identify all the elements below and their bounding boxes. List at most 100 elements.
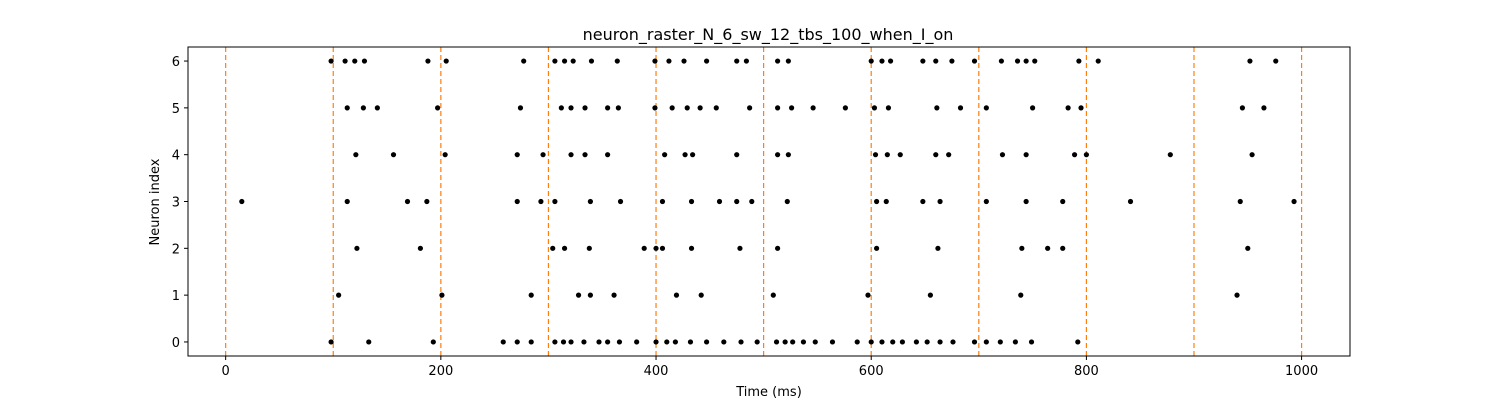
spike-n0-11 — [605, 339, 611, 345]
spike-n6-31 — [1076, 58, 1082, 64]
spike-n5-14 — [713, 105, 719, 111]
x-tick-label: 800 — [1074, 364, 1099, 379]
spike-n3-15 — [873, 198, 880, 205]
spike-n0-21 — [754, 339, 760, 345]
spike-n0-19 — [721, 339, 727, 345]
spike-n0-30 — [879, 339, 885, 345]
spike-n4-2 — [442, 152, 448, 158]
spike-n2-8 — [688, 245, 695, 251]
spike-n6-13 — [666, 58, 672, 64]
spike-n4-5 — [568, 152, 574, 158]
spike-n6-6 — [521, 58, 527, 64]
spike-n4-18 — [946, 152, 952, 158]
spike-n1-1 — [439, 292, 445, 298]
spike-n3-4 — [514, 198, 520, 205]
spike-n4-4 — [540, 152, 546, 158]
spike-n5-10 — [652, 105, 658, 111]
spike-n0-29 — [868, 339, 874, 345]
plot-area — [225, 47, 1303, 356]
spike-n0-16 — [672, 339, 678, 345]
spike-n5-0 — [344, 105, 350, 111]
spike-n2-9 — [737, 245, 743, 251]
spike-n0-0 — [328, 339, 334, 345]
spike-n2-12 — [935, 245, 941, 251]
spike-n5-3 — [435, 105, 441, 111]
spike-n0-6 — [552, 339, 558, 345]
spike-n0-13 — [634, 339, 640, 345]
spike-n4-16 — [897, 152, 903, 158]
spike-n4-3 — [514, 152, 520, 158]
spike-n2-3 — [561, 245, 568, 251]
x-tick-label: 0 — [222, 364, 230, 379]
x-tick-label: 600 — [859, 364, 884, 379]
spike-n3-2 — [404, 198, 411, 205]
spike-n4-15 — [884, 152, 890, 158]
spike-n4-14 — [872, 152, 879, 158]
spike-n5-26 — [1065, 105, 1071, 111]
spike-n4-24 — [1249, 152, 1255, 158]
spike-n5-20 — [871, 105, 878, 111]
spike-n0-22 — [773, 339, 780, 345]
spike-n4-21 — [1071, 152, 1078, 158]
spike-n0-32 — [899, 339, 906, 345]
spike-n5-19 — [842, 105, 848, 111]
spike-n5-25 — [1030, 105, 1036, 111]
spike-n4-1 — [390, 152, 397, 158]
spike-n0-9 — [581, 339, 587, 345]
spike-n5-21 — [885, 105, 892, 111]
spike-n3-1 — [344, 198, 350, 205]
spike-n5-12 — [684, 105, 690, 111]
spike-n0-37 — [971, 339, 978, 345]
spike-n5-7 — [582, 105, 588, 111]
spike-n5-11 — [669, 105, 675, 111]
spike-n6-14 — [681, 58, 687, 64]
spike-n2-4 — [586, 245, 592, 251]
spike-n6-25 — [949, 58, 955, 64]
spike-n1-7 — [698, 292, 704, 298]
spike-n0-41 — [1028, 339, 1035, 345]
spike-n1-10 — [927, 292, 933, 298]
spike-n0-40 — [1012, 339, 1018, 345]
spike-n6-16 — [734, 58, 740, 64]
spike-n6-27 — [998, 58, 1005, 64]
spike-n3-21 — [1060, 198, 1066, 205]
spike-n4-8 — [662, 152, 668, 158]
spike-n4-10 — [690, 152, 696, 158]
spike-n2-15 — [1060, 245, 1066, 251]
spike-n0-38 — [983, 339, 989, 345]
spike-n2-1 — [417, 245, 423, 251]
spike-n4-13 — [785, 152, 791, 158]
spike-n0-2 — [430, 339, 436, 345]
spike-n1-2 — [528, 292, 534, 298]
spike-n6-12 — [652, 58, 658, 64]
y-tick-label: 4 — [172, 149, 180, 164]
spike-n3-9 — [659, 198, 666, 205]
spike-n0-7 — [560, 339, 567, 345]
spike-n6-11 — [614, 58, 620, 64]
spike-n3-7 — [587, 198, 593, 205]
spike-n5-16 — [775, 105, 781, 111]
spike-n4-12 — [775, 152, 781, 158]
spike-n5-1 — [360, 105, 366, 111]
spike-n6-17 — [743, 58, 750, 64]
spike-n5-28 — [1239, 105, 1246, 111]
spike-n6-30 — [1032, 58, 1038, 64]
y-tick-label: 0 — [172, 336, 180, 351]
spike-n6-7 — [552, 58, 558, 64]
spike-n3-0 — [239, 198, 245, 205]
spike-n3-22 — [1127, 198, 1134, 205]
spike-n0-1 — [366, 339, 372, 345]
spike-n0-25 — [800, 339, 807, 345]
y-tick-label: 5 — [172, 102, 180, 117]
spike-n6-34 — [1273, 58, 1279, 64]
spike-n0-27 — [829, 339, 836, 345]
spike-n6-32 — [1095, 58, 1101, 64]
spike-n5-18 — [810, 105, 816, 111]
spike-n2-11 — [873, 245, 880, 251]
spike-n6-15 — [703, 58, 710, 64]
spike-n2-6 — [653, 245, 659, 251]
spike-n6-23 — [920, 58, 926, 64]
spike-n0-35 — [937, 339, 943, 345]
spike-n5-15 — [747, 105, 753, 111]
